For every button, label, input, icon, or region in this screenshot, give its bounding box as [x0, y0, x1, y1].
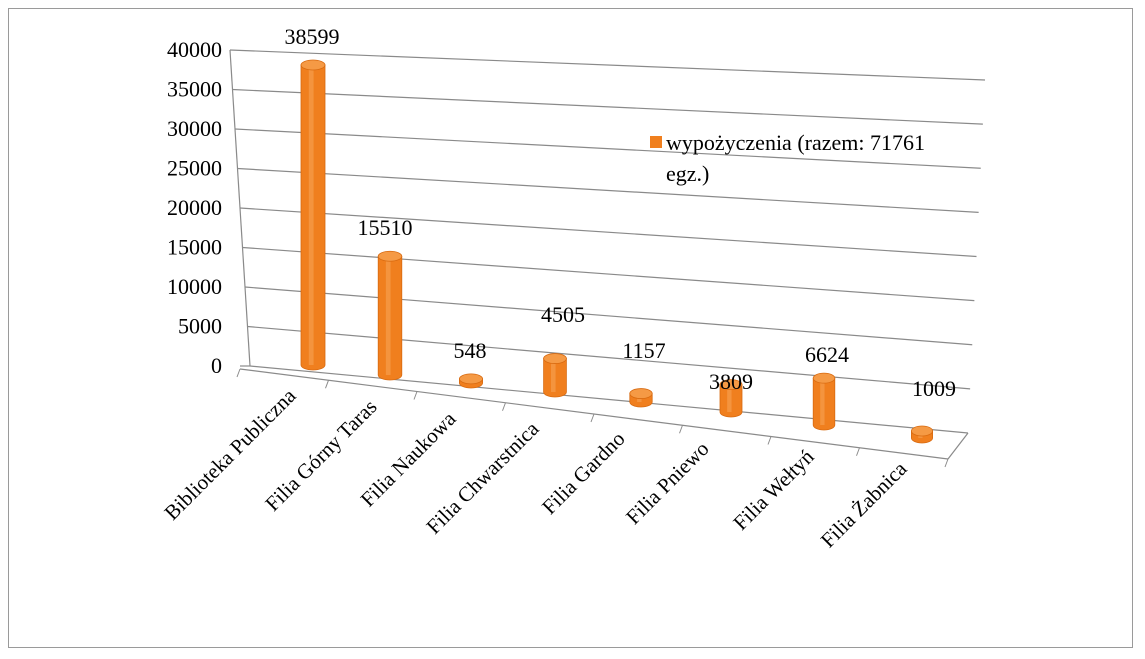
data-label: 3809 [709, 369, 753, 394]
gridline [234, 128, 981, 169]
gridline [232, 88, 983, 125]
x-axis-tick [413, 391, 418, 400]
data-label: 1157 [622, 338, 665, 363]
y-tick-label: 35000 [167, 77, 222, 102]
bar [629, 388, 653, 408]
y-axis-line [229, 49, 251, 367]
data-label: 4505 [541, 302, 585, 327]
floor-right-edge [947, 432, 969, 460]
legend-swatch [650, 136, 662, 148]
gridline [244, 286, 973, 346]
y-tick-label: 20000 [167, 195, 222, 220]
x-axis-tick [502, 402, 506, 411]
x-axis-tick [236, 368, 241, 378]
bar [911, 425, 934, 444]
legend-label-line1: wypożyczenia (razem: 71761 [666, 130, 925, 155]
bar [458, 373, 483, 389]
x-axis-tick [679, 425, 683, 434]
y-tick-label: 15000 [167, 235, 222, 260]
bar [300, 59, 326, 371]
legend-label-line2: egz.) [666, 161, 709, 186]
category-label: Filia Wełtyń [728, 444, 819, 535]
y-tick-label: 40000 [167, 37, 222, 62]
category-label: Filia Naukowa [356, 406, 461, 511]
bar [377, 250, 403, 381]
x-axis-tick [944, 458, 949, 468]
data-label: 1009 [912, 376, 956, 401]
y-tick-label: 25000 [167, 156, 222, 181]
gridline [247, 325, 971, 390]
category-label: Filia Żabnica [816, 456, 912, 552]
data-label: 15510 [358, 215, 413, 240]
x-axis-tick [856, 447, 860, 456]
legend: wypożyczenia (razem: 71761 egz.) [650, 130, 925, 186]
y-tick-label: 5000 [178, 314, 222, 339]
gridlines [229, 49, 986, 390]
gridline [239, 207, 977, 258]
x-axis-tick [590, 413, 595, 423]
gridline [237, 167, 979, 213]
data-label: 6624 [805, 342, 849, 367]
data-label: 38599 [285, 24, 340, 49]
floor-back-edge [249, 365, 969, 434]
bar [812, 372, 836, 431]
gridline [229, 49, 986, 81]
x-axis-tick [767, 436, 772, 445]
bar [719, 379, 743, 418]
x-axis-tick [325, 380, 329, 389]
y-tick-label: 10000 [167, 274, 222, 299]
gridline [242, 246, 975, 302]
category-label: Filia Pniewo [621, 437, 713, 529]
y-tick-label: 0 [211, 353, 222, 378]
axes [229, 49, 969, 468]
bar [543, 353, 567, 398]
data-label: 548 [454, 338, 487, 363]
category-label: Filia Gardno [537, 427, 629, 519]
chart-frame [8, 8, 1133, 648]
data-labels: 38599 15510 548 4505 1157 3809 6624 1009 [285, 24, 957, 401]
y-axis-ticks: 0 5000 10000 15000 20000 25000 30000 35000 40000 [167, 37, 222, 378]
y-tick-label: 30000 [167, 116, 222, 141]
bars [300, 59, 934, 444]
